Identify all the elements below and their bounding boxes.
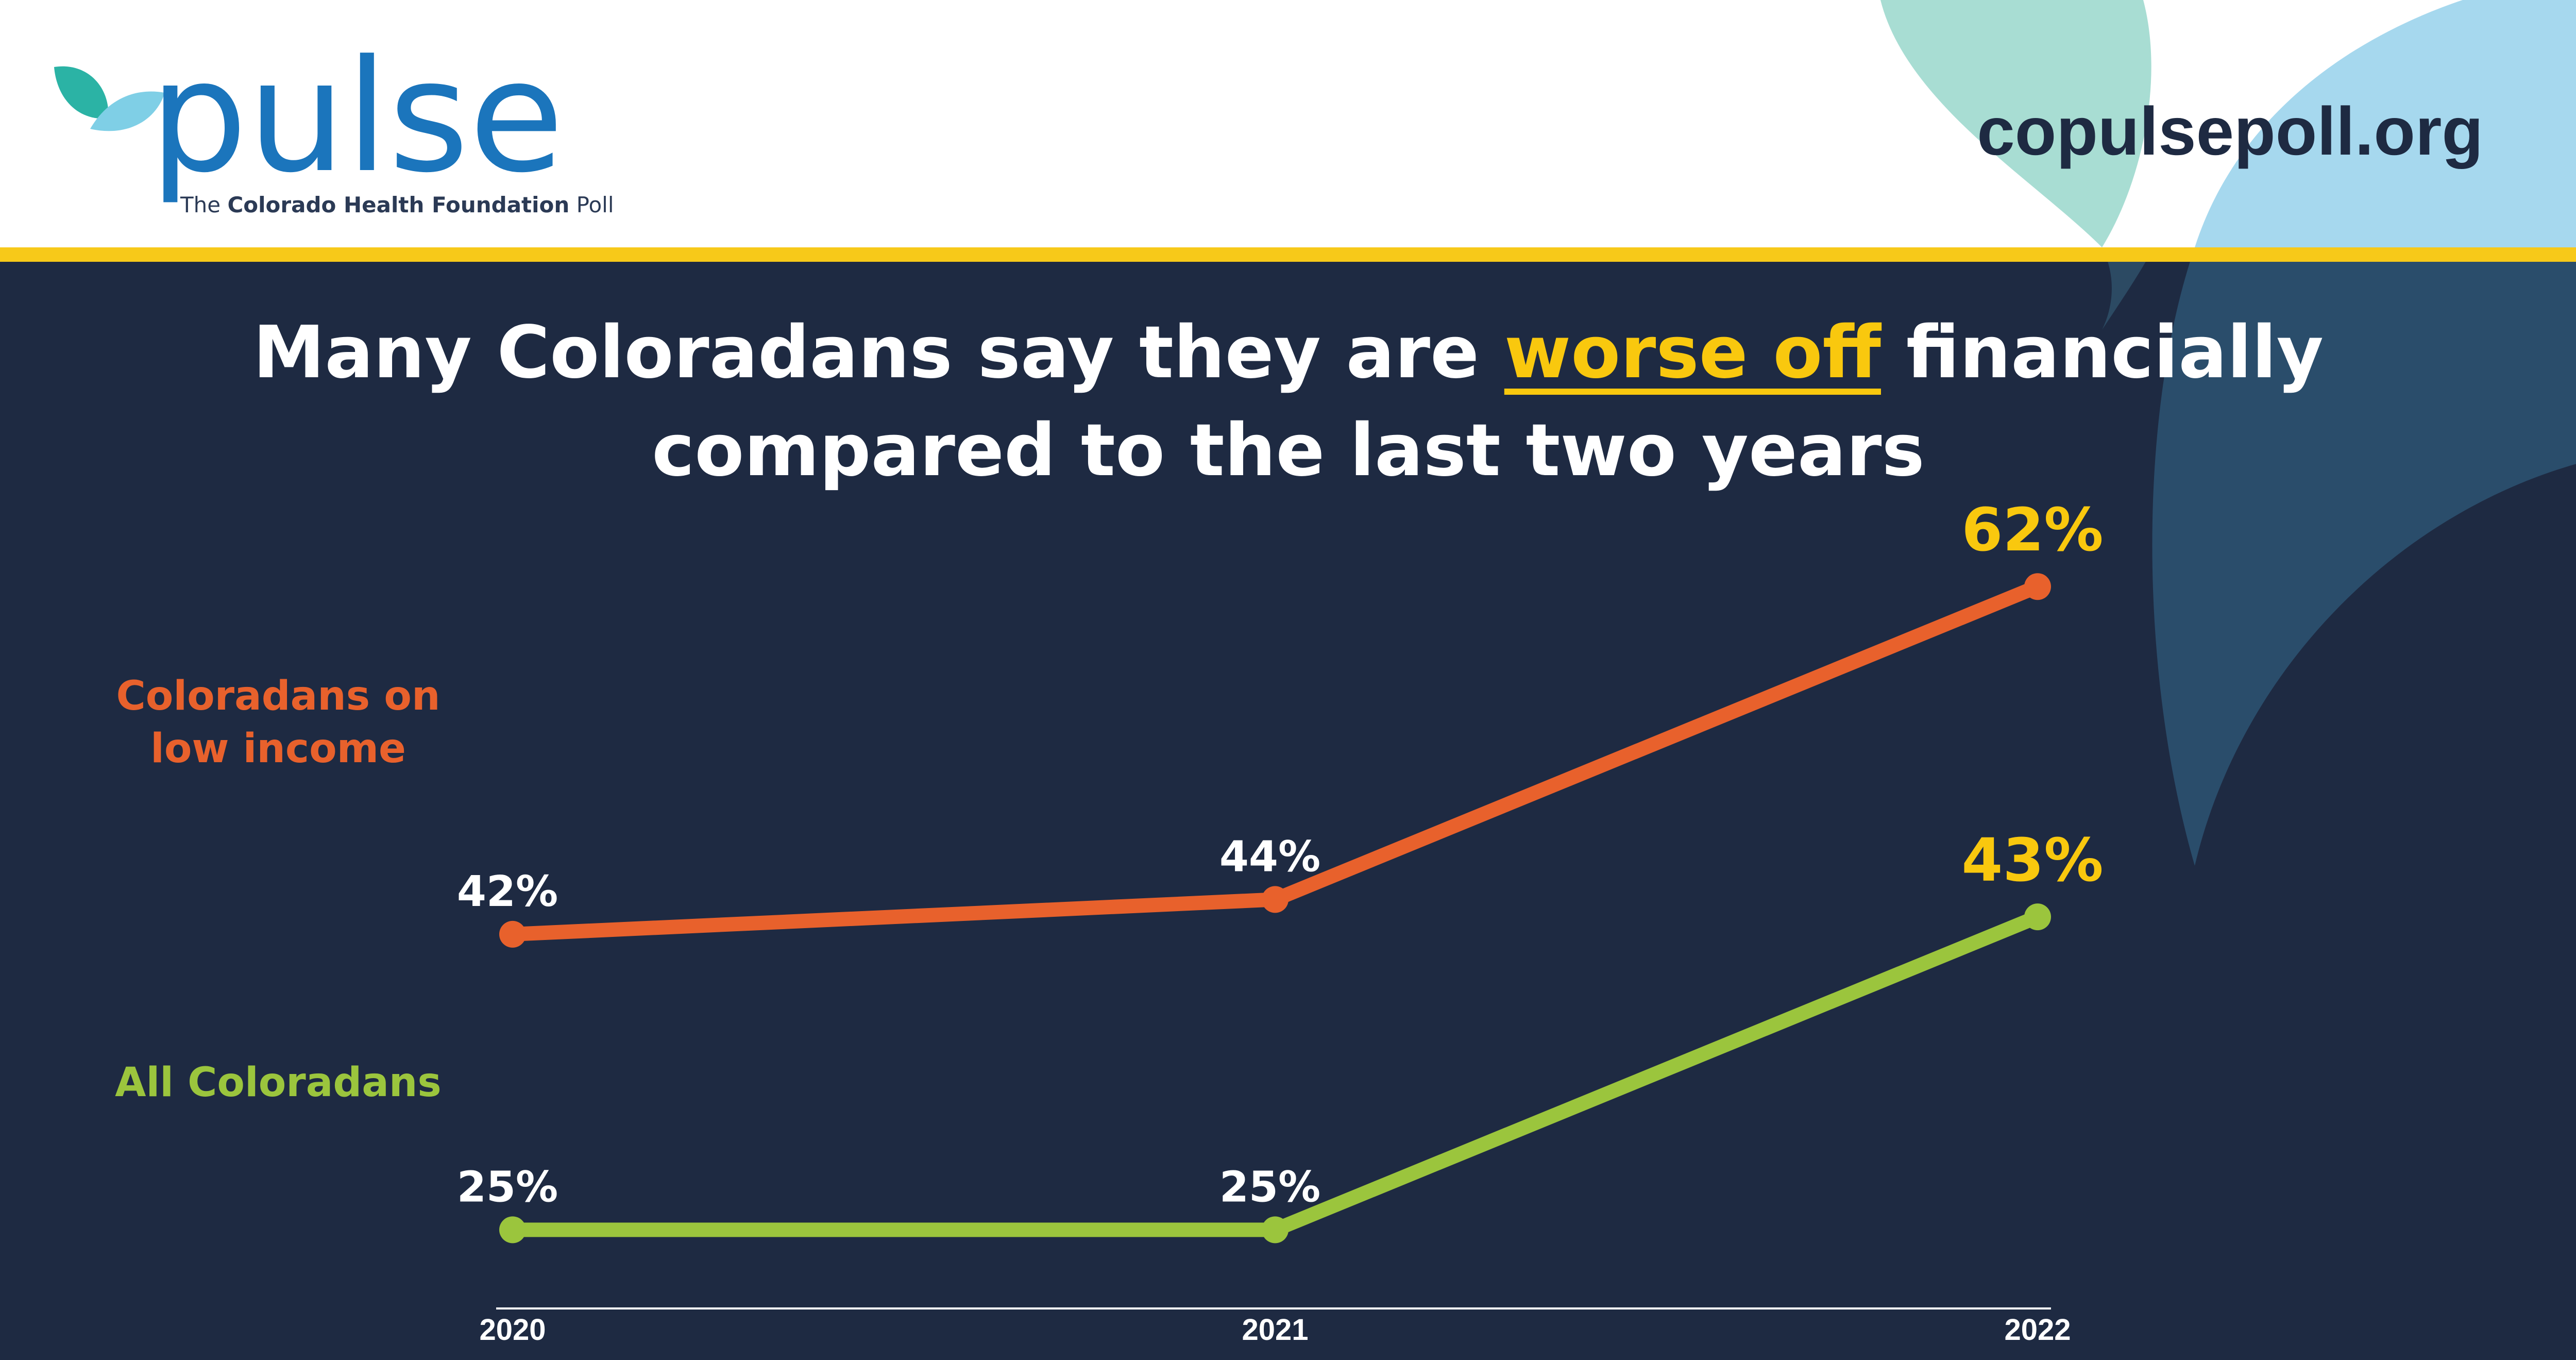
series-line xyxy=(512,580,2041,942)
title-part: compared to the last two years xyxy=(652,409,1925,493)
tagline-start: The xyxy=(180,192,221,217)
value-label: 25% xyxy=(1219,1163,1320,1212)
legend-label: Coloradans on low income xyxy=(116,673,440,772)
tagline: The Colorado Health Foundation Poll xyxy=(180,192,614,217)
tagline-end: Poll xyxy=(577,192,614,217)
value-label: 42% xyxy=(457,867,558,916)
x-tick-label: 2020 xyxy=(479,1313,546,1347)
logo-leaf xyxy=(90,91,165,131)
value-label: 43% xyxy=(1961,826,2103,895)
tagline-bold: Colorado Health Foundation xyxy=(227,192,569,217)
decor-leaf xyxy=(2102,247,2154,330)
decor-leaf xyxy=(1880,0,2151,247)
data-point xyxy=(1262,886,1289,913)
logo-leaf xyxy=(54,66,109,119)
data-point xyxy=(2024,903,2051,931)
legend-label: All Coloradans xyxy=(115,1060,442,1106)
title-part: Many Coloradans say they are xyxy=(253,311,1480,395)
value-label: 44% xyxy=(1219,832,1320,881)
chart-title: Many Coloradans say they are worse off f… xyxy=(0,304,2576,500)
decor-leaf xyxy=(2195,0,2576,247)
data-point xyxy=(2024,573,2051,600)
value-label: 62% xyxy=(1961,496,2103,565)
title-part: financially xyxy=(1906,311,2324,395)
divider xyxy=(0,247,2576,262)
data-point xyxy=(499,920,526,948)
data-point xyxy=(499,1216,526,1244)
x-tick-label: 2022 xyxy=(2004,1313,2071,1347)
decor-leaf xyxy=(2152,247,2576,866)
x-tick-label: 2021 xyxy=(1242,1313,1308,1347)
title-highlight: worse off xyxy=(1504,311,1881,395)
site-url: copulsepoll.org xyxy=(1977,93,2483,169)
logo: pulse xyxy=(149,27,564,207)
value-label: 25% xyxy=(457,1163,558,1212)
data-point xyxy=(1262,1216,1289,1244)
